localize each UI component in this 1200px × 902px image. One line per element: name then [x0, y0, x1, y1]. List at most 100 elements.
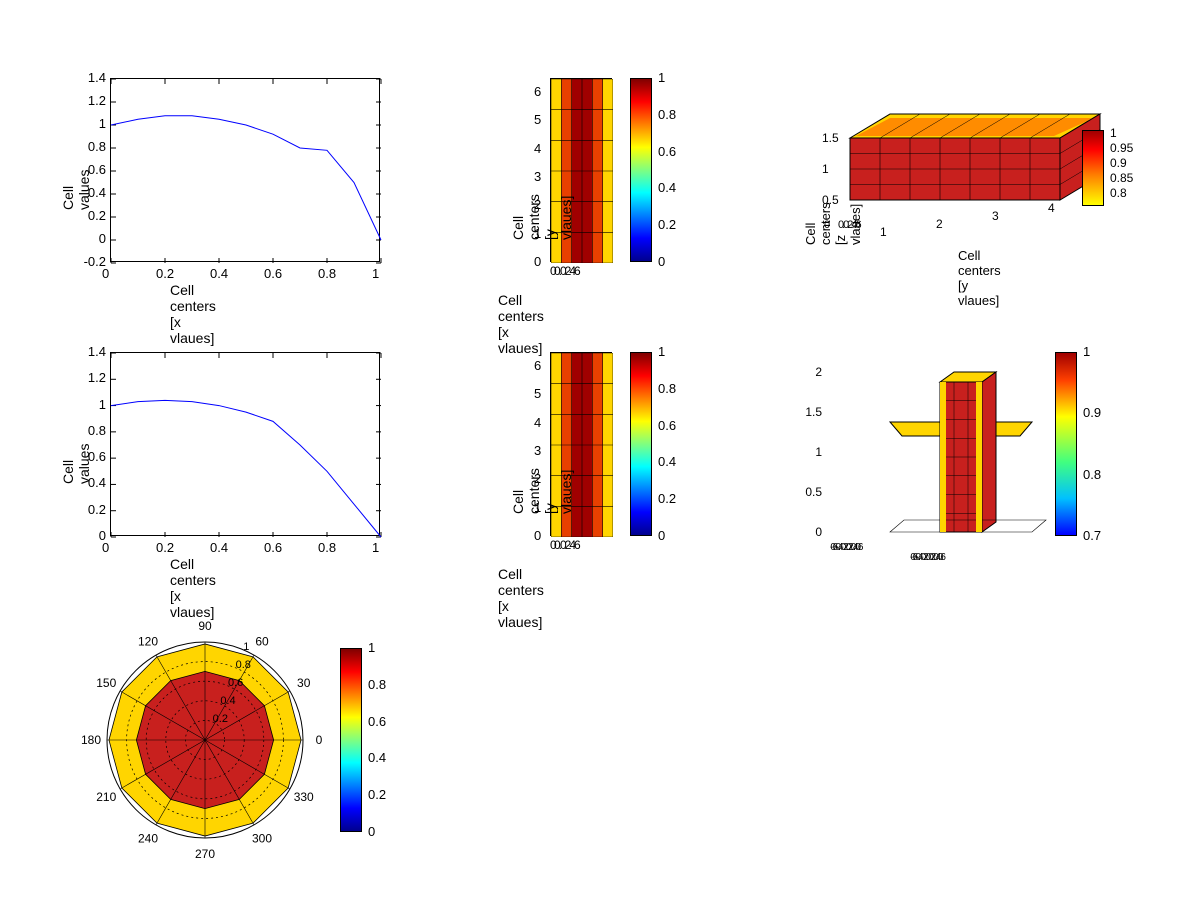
ytick: 0.8 [78, 423, 106, 438]
cb-tick: 0 [658, 254, 665, 269]
cb-tick: 0.2 [658, 491, 676, 506]
xlabel: Cell centers [x vlaues] [170, 282, 216, 346]
svg-text:2: 2 [815, 365, 822, 379]
cb-tick: 0 [658, 528, 665, 543]
colorbar [630, 78, 652, 262]
svg-text:270: 270 [195, 847, 215, 861]
polar-plot: 03060901201501802102402703003300.20.40.6… [65, 610, 345, 870]
svg-text:-0.6-0.4-0.200.20.40.6: -0.6-0.4-0.200.20.40.6 [910, 552, 946, 563]
svg-text:2: 2 [936, 217, 943, 231]
svg-text:1.5: 1.5 [805, 405, 822, 419]
ytick: 1.4 [78, 344, 106, 359]
xtick-overlap-label: 0 [550, 538, 557, 552]
cb-tick: 1 [1110, 126, 1117, 140]
ylabel: Cell centers [y vlaues] [510, 468, 574, 514]
ytick: 0 [78, 528, 106, 543]
ytick: 1 [534, 500, 541, 515]
cb-tick: 0.95 [1110, 141, 1133, 155]
svg-text:120: 120 [138, 634, 158, 648]
svg-text:300: 300 [252, 832, 272, 846]
cb-tick: 0.2 [368, 787, 386, 802]
ytick: 2 [534, 471, 541, 486]
xtick: 0.2 [156, 266, 174, 281]
cb-tick: 0.6 [658, 144, 676, 159]
svg-text:0: 0 [815, 525, 822, 539]
xtick: 0.8 [318, 266, 336, 281]
xlabel: Cell centers [x vlaues] [498, 566, 544, 630]
ytick: 1.4 [78, 70, 106, 85]
colorbar [630, 352, 652, 536]
ytick: 0.4 [78, 475, 106, 490]
cb-tick: 0.8 [1083, 467, 1101, 482]
ytick: 0.2 [78, 208, 106, 223]
cb-tick: 1 [658, 344, 665, 359]
colorbar [1055, 352, 1077, 536]
xtick: 0.6 [264, 540, 282, 555]
cb-tick: 0.8 [368, 677, 386, 692]
svg-text:1.5: 1.5 [822, 131, 839, 145]
cb-tick: 0.4 [658, 180, 676, 195]
ytick: 0.2 [78, 502, 106, 517]
svg-text:1: 1 [243, 641, 249, 653]
ytick: 1 [534, 226, 541, 241]
ytick: 2 [534, 197, 541, 212]
svg-text:1: 1 [880, 225, 887, 239]
svg-text:210: 210 [96, 790, 116, 804]
ylabel: Cell centers [y vlaues] [510, 194, 574, 240]
cb-tick: 1 [658, 70, 665, 85]
ytick: 1 [78, 116, 106, 131]
xtick-overlap-label: 0 [550, 264, 557, 278]
ylabel: Cell centers [y vlaues] [958, 248, 1001, 308]
xtick: 0.2 [156, 540, 174, 555]
cb-tick: 1 [368, 640, 375, 655]
ytick: 0.6 [78, 449, 106, 464]
xtick: 1 [372, 266, 379, 281]
svg-text:90: 90 [198, 619, 212, 633]
cb-tick: 0.4 [658, 454, 676, 469]
svg-text:-0.6-0.4-0.20.20.40.6: -0.6-0.4-0.20.20.40.6 [830, 542, 864, 553]
ytick: 0 [534, 254, 541, 269]
ytick: 4 [534, 415, 541, 430]
ytick: 3 [534, 443, 541, 458]
xtick-overlap: 0.0246 [554, 264, 579, 278]
svg-text:240: 240 [138, 832, 158, 846]
line-axes [110, 78, 380, 262]
ytick: 4 [534, 141, 541, 156]
ytick: 3 [534, 169, 541, 184]
ytick: 6 [534, 84, 541, 99]
colorbar [340, 648, 362, 832]
xtick-overlap: 0.0246 [554, 538, 579, 552]
ytick: 5 [534, 386, 541, 401]
svg-text:330: 330 [294, 790, 314, 804]
ytick: 1.2 [78, 93, 106, 108]
xtick: 0.4 [210, 266, 228, 281]
svg-text:0: 0 [316, 733, 323, 747]
ytick: 1.2 [78, 370, 106, 385]
svg-text:0.2: 0.2 [213, 713, 228, 725]
ytick: 0.4 [78, 185, 106, 200]
cb-tick: 0.6 [368, 714, 386, 729]
svg-text:150: 150 [96, 676, 116, 690]
ytick: 0 [78, 231, 106, 246]
xtick: 0.8 [318, 540, 336, 555]
ytick: 0 [534, 528, 541, 543]
cb-tick: 0.6 [658, 418, 676, 433]
svg-text:60: 60 [255, 634, 269, 648]
svg-text:0.8: 0.8 [236, 659, 251, 671]
ytick: 6 [534, 358, 541, 373]
svg-text:30: 30 [297, 676, 311, 690]
cb-tick: 0.9 [1083, 405, 1101, 420]
xtick: 0.4 [210, 540, 228, 555]
line-axes [110, 352, 380, 536]
cb-tick: 0.7 [1083, 528, 1101, 543]
ytick: 5 [534, 112, 541, 127]
xlabel: Cell centers [x vlaues] [498, 292, 544, 356]
cb-tick: 0.8 [658, 381, 676, 396]
svg-text:4: 4 [1048, 201, 1055, 215]
svg-text:1: 1 [822, 162, 829, 176]
svg-text:0.5: 0.5 [805, 485, 822, 499]
zlabel: Cell centers [z vlaues] [803, 202, 863, 245]
svg-text:3: 3 [992, 209, 999, 223]
ytick: -0.2 [78, 254, 106, 269]
cb-tick: 0.8 [1110, 186, 1127, 200]
